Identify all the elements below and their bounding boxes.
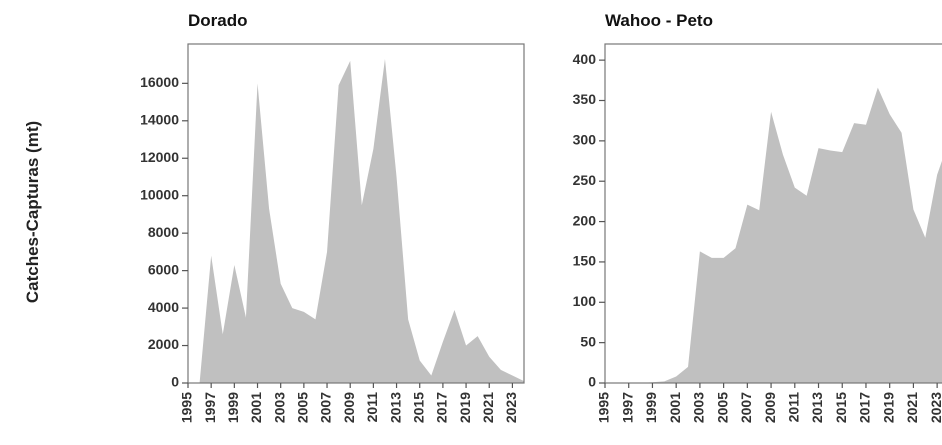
x-tick-label: 1995 <box>179 392 195 423</box>
plot-frame <box>187 43 525 384</box>
chart-title: Wahoo - Peto <box>605 11 713 30</box>
x-tick-label: 2013 <box>387 392 403 423</box>
y-tick-label: 12000 <box>140 149 179 165</box>
x-tick-label: 1997 <box>619 392 635 423</box>
x-tick-label: 2015 <box>833 392 849 423</box>
area <box>188 58 524 383</box>
y-tick-label: 4000 <box>148 299 179 315</box>
x-tick-label: 1997 <box>202 392 218 423</box>
y-tick-label: 14000 <box>140 111 179 127</box>
x-tick-label: 2019 <box>457 392 473 423</box>
y-tick-label: 10000 <box>140 186 179 202</box>
x-tick-label: 2003 <box>271 392 287 423</box>
area <box>605 87 942 383</box>
x-tick-label: 1999 <box>643 392 659 423</box>
x-tick-label: 2011 <box>364 392 380 423</box>
x-tick-label: 2023 <box>928 392 942 423</box>
x-tick-label: 2005 <box>714 392 730 423</box>
x-tick-label: 2021 <box>480 392 496 423</box>
x-tick-label: 2003 <box>691 392 707 423</box>
x-tick-label: 2023 <box>503 392 519 423</box>
x-tick-label: 2017 <box>434 392 450 423</box>
y-tick-label: 100 <box>573 293 597 309</box>
y-tick-label: 0 <box>171 374 179 390</box>
y-tick-label: 2000 <box>148 336 179 352</box>
y-axis-label: Catches-Capturas (mt) <box>23 121 42 303</box>
x-tick-label: 2017 <box>857 392 873 423</box>
x-tick-label: 2007 <box>738 392 754 423</box>
y-tick-label: 6000 <box>148 261 179 277</box>
x-tick-label: 2009 <box>762 392 778 423</box>
y-tick-label: 300 <box>573 132 597 148</box>
x-tick-label: 2007 <box>318 392 334 423</box>
x-tick-label: 2019 <box>880 392 896 423</box>
x-tick-label: 1999 <box>225 392 241 423</box>
x-tick-label: 2009 <box>341 392 357 423</box>
plot-frame <box>604 43 942 384</box>
x-tick-label: 1995 <box>596 392 612 423</box>
y-tick-label: 250 <box>573 172 597 188</box>
y-tick-label: 200 <box>573 212 597 228</box>
y-tick-label: 150 <box>573 253 597 269</box>
chart-title: Dorado <box>188 11 248 30</box>
x-tick-label: 2001 <box>248 392 264 423</box>
y-tick-label: 350 <box>573 91 597 107</box>
x-tick-label: 2005 <box>295 392 311 423</box>
x-tick-label: 2021 <box>904 392 920 423</box>
y-tick-label: 0 <box>588 374 596 390</box>
x-tick-label: 2001 <box>667 392 683 423</box>
y-tick-label: 400 <box>573 51 597 67</box>
x-tick-label: 2011 <box>785 392 801 423</box>
x-tick-label: 2015 <box>410 392 426 423</box>
y-tick-label: 16000 <box>140 74 179 90</box>
y-tick-label: 50 <box>580 333 596 349</box>
y-tick-label: 8000 <box>148 224 179 240</box>
x-tick-label: 2013 <box>809 392 825 423</box>
